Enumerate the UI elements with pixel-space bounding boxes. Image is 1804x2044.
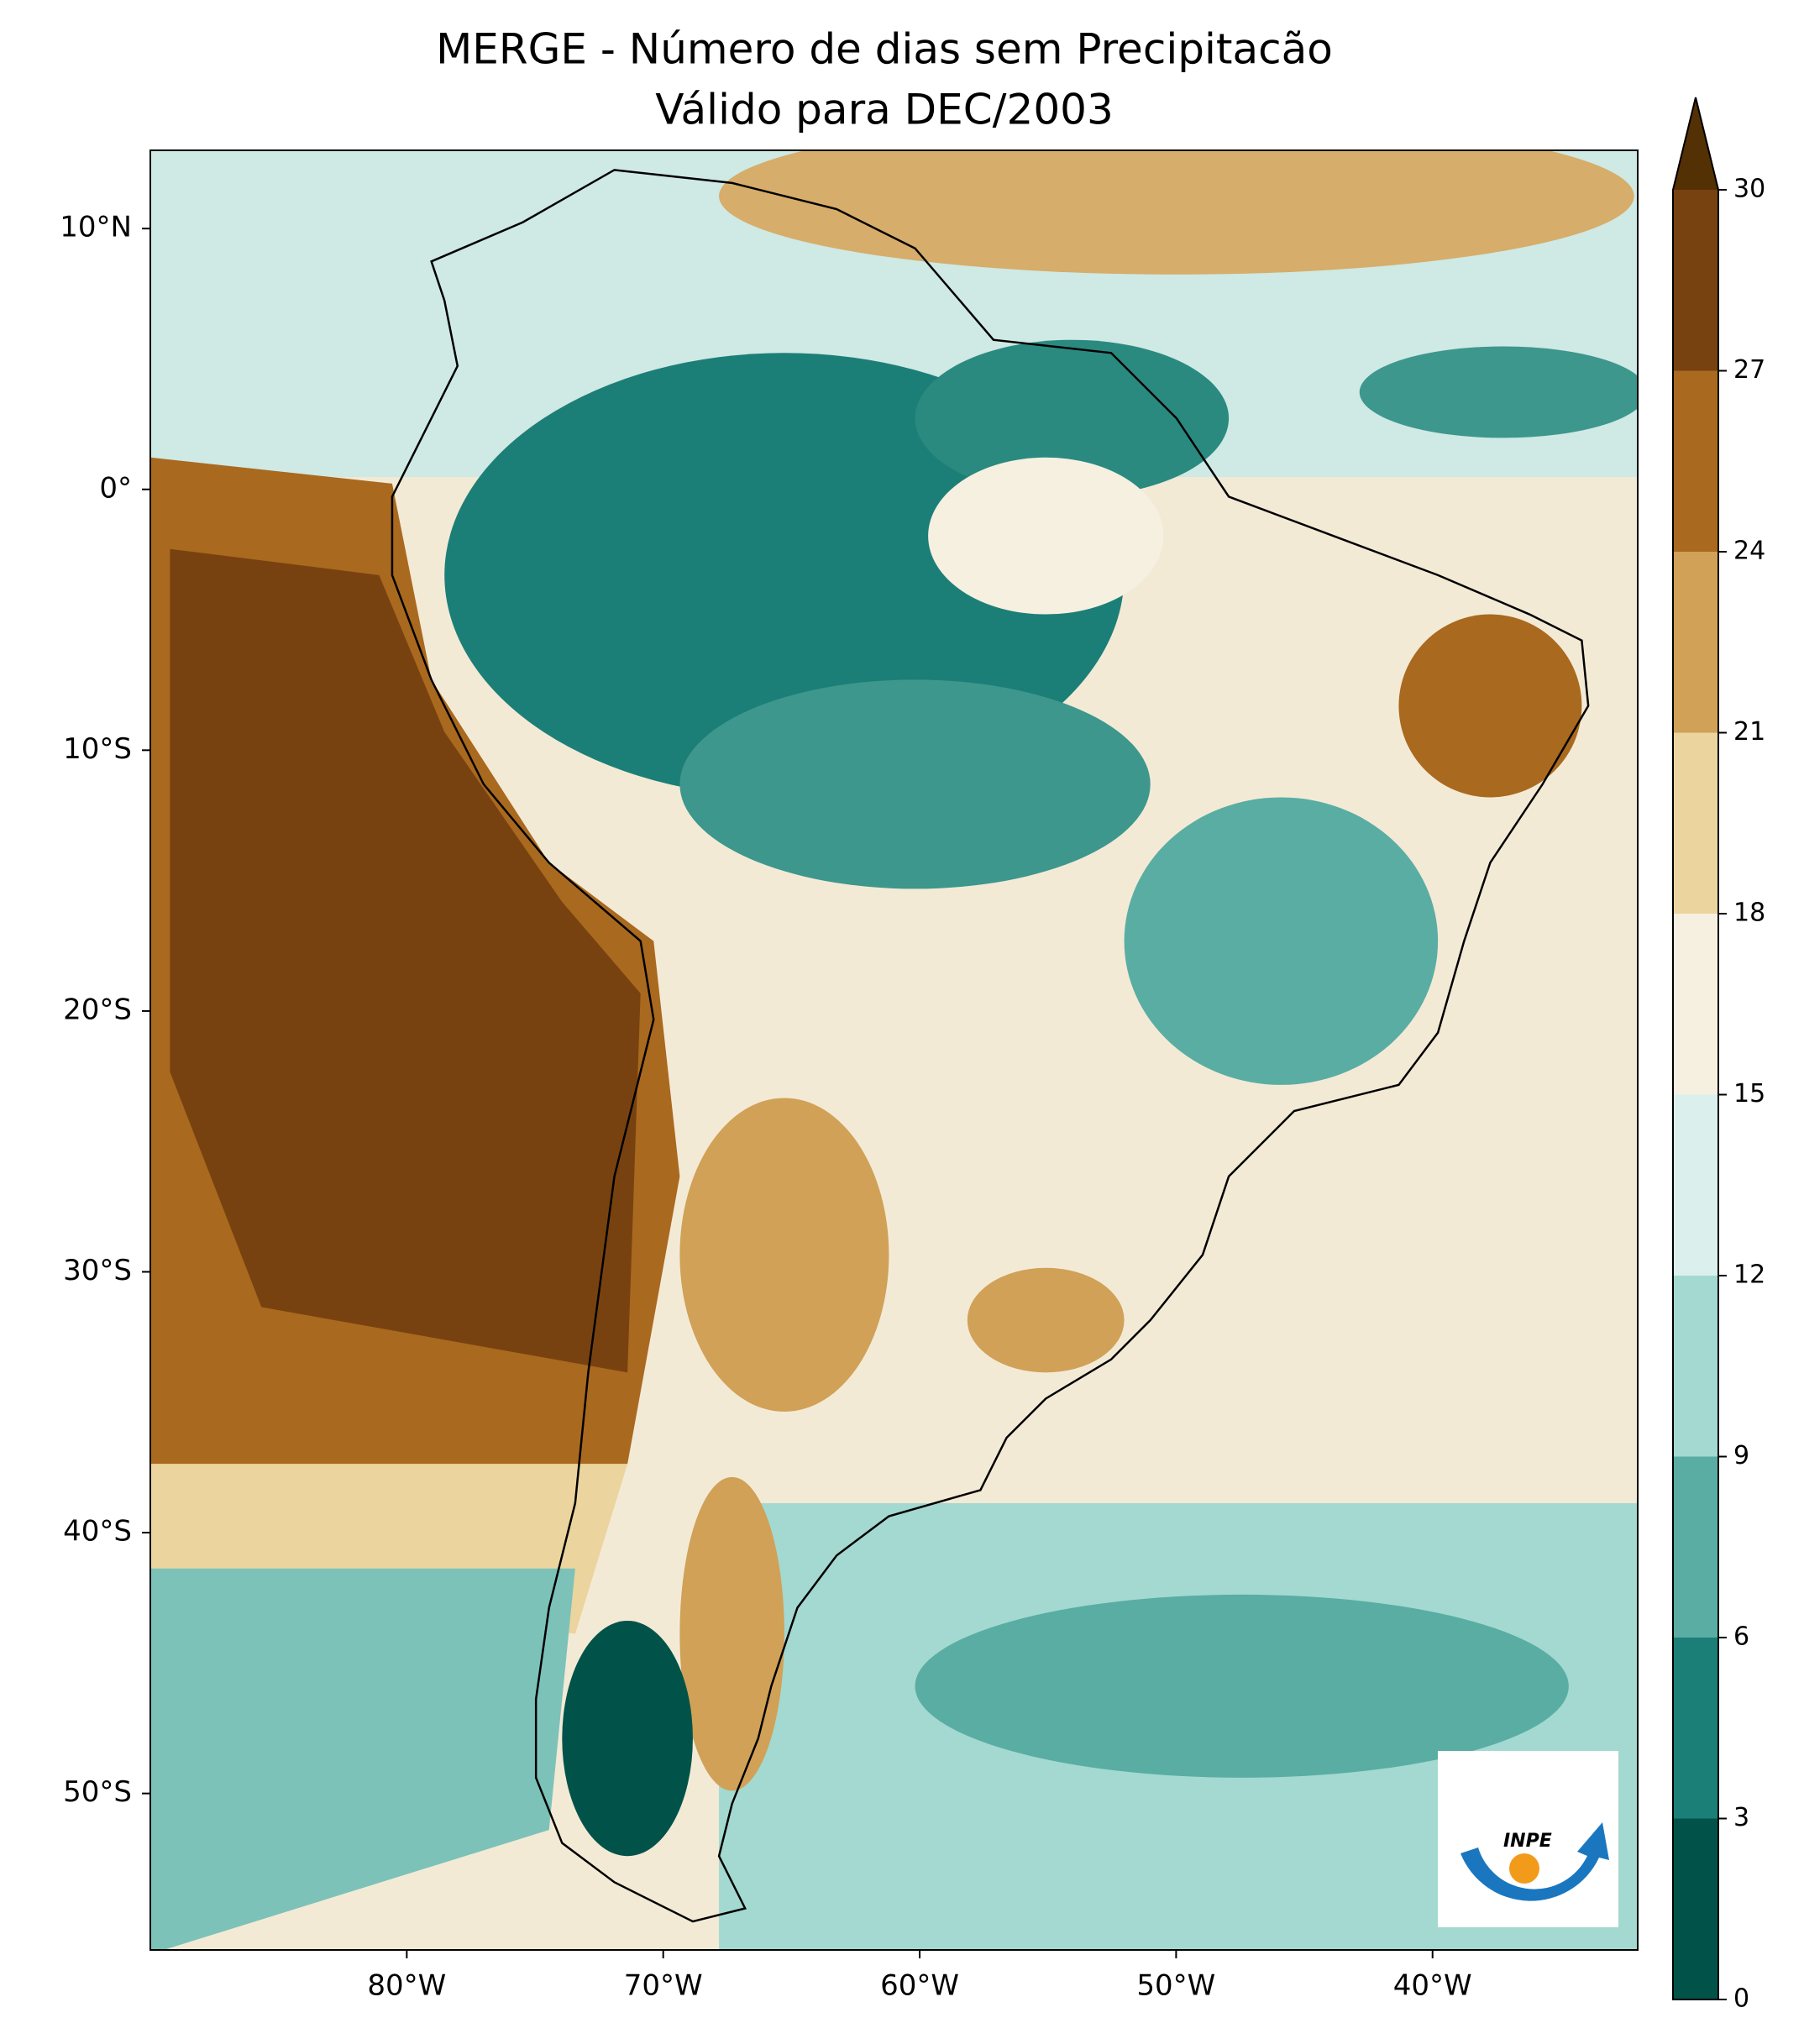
colorbar-tick-label: 0 bbox=[1733, 1984, 1749, 2014]
logo-text: INPE bbox=[1503, 1831, 1552, 1852]
logo: INPE bbox=[1438, 1751, 1618, 1927]
colorbar-band bbox=[1673, 1276, 1718, 1457]
colorbar-band bbox=[1673, 190, 1718, 371]
colorbar-tick-label: 30 bbox=[1733, 175, 1765, 204]
subtitle: Válido para DEC/2003 bbox=[655, 86, 1114, 134]
y-tick-label: 20°S bbox=[63, 993, 132, 1026]
x-tick-label: 70°W bbox=[624, 1969, 703, 2003]
x-tick-label: 50°W bbox=[1136, 1969, 1215, 2003]
title: MERGE - Número de dias sem Precipitacão bbox=[436, 25, 1333, 74]
y-tick-label: 10°N bbox=[60, 211, 132, 244]
colorbar-tick-label: 18 bbox=[1733, 899, 1765, 928]
colorbar-band bbox=[1673, 1094, 1718, 1276]
map-frame bbox=[149, 149, 1639, 1951]
colorbar-tick-label: 3 bbox=[1733, 1803, 1749, 1832]
colorbar-band bbox=[1673, 552, 1718, 733]
y-tick-label: 30°S bbox=[63, 1254, 132, 1287]
colorbar-outline bbox=[1672, 97, 1719, 2000]
colorbar-tick-label: 27 bbox=[1733, 355, 1765, 385]
y-tick-label: 10°S bbox=[63, 732, 132, 766]
colorbar-tick-label: 6 bbox=[1733, 1622, 1749, 1652]
colorbar-band bbox=[1673, 914, 1718, 1095]
colorbar-tick-label: 24 bbox=[1733, 537, 1765, 566]
colorbar-tick-label: 12 bbox=[1733, 1260, 1765, 1290]
map-field bbox=[150, 150, 1638, 1950]
colorbar-band bbox=[1673, 1456, 1718, 1638]
colorbar-band bbox=[1673, 370, 1718, 552]
colorbar-tick-label: 9 bbox=[1733, 1441, 1749, 1470]
x-tick-label: 80°W bbox=[367, 1969, 446, 2003]
colorbar-tick-label: 15 bbox=[1733, 1079, 1765, 1108]
colorbar-tick-label: 21 bbox=[1733, 717, 1765, 747]
y-tick-label: 0° bbox=[99, 471, 132, 505]
colorbar-band bbox=[1673, 732, 1718, 914]
y-tick-label: 40°S bbox=[63, 1515, 132, 1549]
colorbar-band bbox=[1673, 1638, 1718, 1819]
y-tick-label: 50°S bbox=[63, 1775, 132, 1809]
colorbar-band bbox=[1673, 1818, 1718, 1999]
colorbar-extend bbox=[1673, 97, 1718, 190]
x-tick-label: 60°W bbox=[880, 1969, 959, 2003]
x-tick-label: 40°W bbox=[1393, 1969, 1472, 2003]
